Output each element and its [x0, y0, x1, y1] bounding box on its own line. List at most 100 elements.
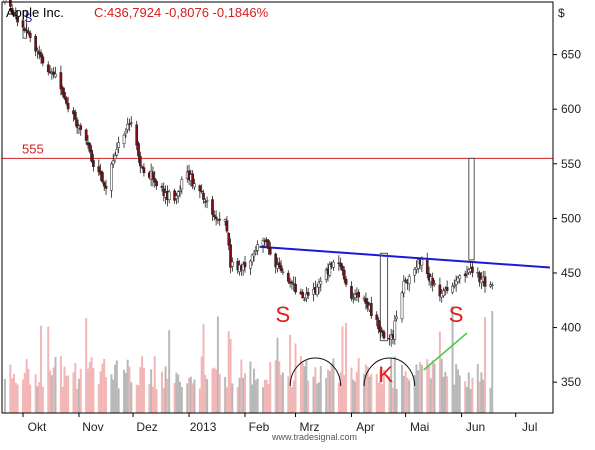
- pattern-label: K: [378, 362, 393, 387]
- candle-body: [142, 167, 146, 173]
- y-tick-label: 450: [561, 266, 581, 280]
- candle-body: [286, 272, 290, 282]
- candle-body: [357, 291, 361, 298]
- candle-body: [420, 259, 424, 266]
- y-tick-label: 550: [561, 157, 581, 171]
- candle-body: [79, 125, 83, 130]
- y-tick-label: 350: [561, 375, 581, 389]
- x-tick-label: Nov: [82, 420, 103, 434]
- candle-body: [84, 129, 88, 141]
- x-tick-label: Mrz: [300, 420, 320, 434]
- candle-body: [267, 240, 270, 249]
- candle-body: [203, 201, 207, 203]
- candle-body: [490, 284, 494, 286]
- candle-body: [110, 163, 113, 191]
- candle-body: [16, 16, 19, 23]
- candle-body: [191, 173, 195, 187]
- candle-body: [315, 286, 319, 296]
- candle-body: [279, 265, 283, 272]
- neckline: [259, 245, 551, 269]
- candle-body: [404, 279, 407, 282]
- candles-layer: [3, 0, 494, 347]
- candle-body: [34, 35, 37, 52]
- y-axis-unit: $: [558, 6, 565, 20]
- candle-body: [393, 320, 397, 340]
- candle-body: [160, 186, 164, 188]
- annotations-layer: S S K S: [24, 11, 468, 387]
- candle-body: [377, 319, 380, 330]
- candle-body: [249, 260, 252, 269]
- resistance-label: 555: [22, 141, 44, 156]
- candle-body: [413, 269, 416, 276]
- candle-body: [478, 272, 481, 283]
- x-tick-label: Apr: [356, 420, 375, 434]
- candle-body: [64, 97, 68, 104]
- candle-body: [277, 262, 281, 268]
- candle-body: [128, 123, 131, 125]
- x-tick-label: Okt: [28, 420, 47, 434]
- candle-body: [88, 143, 92, 152]
- candle-body: [75, 119, 79, 128]
- candle-body: [25, 29, 28, 32]
- candle-body: [200, 190, 204, 193]
- candle-body: [328, 264, 332, 276]
- candle-body: [268, 247, 272, 255]
- candle-body: [274, 253, 278, 268]
- plot-frame: [1, 1, 554, 414]
- candle-body: [456, 277, 460, 283]
- candle-body: [113, 155, 117, 159]
- candle-body: [225, 220, 229, 232]
- candle-body: [344, 278, 348, 285]
- y-tick-label: 650: [561, 48, 581, 62]
- candle-body: [153, 178, 157, 183]
- candle-body: [445, 287, 449, 291]
- candle-body: [454, 279, 458, 285]
- candle-body: [395, 316, 398, 320]
- candle-body: [402, 281, 406, 294]
- candle-body: [342, 270, 346, 280]
- candle-body: [378, 326, 382, 333]
- candle-body: [214, 216, 218, 219]
- candle-body: [90, 149, 93, 162]
- candle-body: [198, 185, 202, 192]
- candle-body: [180, 179, 184, 190]
- candle-body: [129, 122, 133, 124]
- candle-body: [46, 64, 50, 73]
- candle-body: [137, 143, 140, 157]
- x-tick-label: Feb: [249, 420, 270, 434]
- candle-body: [151, 172, 155, 180]
- candle-body: [243, 262, 247, 268]
- candle-body: [41, 56, 45, 64]
- candle-body: [73, 111, 77, 120]
- candle-body: [364, 298, 368, 304]
- candle-body: [126, 124, 130, 130]
- candle-body: [21, 20, 25, 28]
- x-tick-label: Dez: [136, 420, 157, 434]
- candle-body: [341, 265, 344, 271]
- y-tick-label: 400: [561, 321, 581, 335]
- candle-body: [122, 134, 126, 145]
- candle-body: [433, 283, 436, 286]
- candle-body: [451, 286, 454, 293]
- candle-body: [12, 12, 16, 15]
- x-tick-label: Jun: [466, 420, 485, 434]
- candle-body: [465, 273, 469, 275]
- candle-body: [324, 269, 328, 280]
- candle-body: [138, 155, 142, 167]
- candle-body: [218, 219, 222, 221]
- candle-body: [227, 233, 231, 246]
- candle-body: [193, 183, 196, 188]
- candle-body: [223, 219, 227, 222]
- candle-body: [104, 185, 108, 189]
- candle-body: [303, 299, 306, 301]
- credit-text: www.tradesignal.com: [271, 432, 357, 442]
- candle-body: [252, 253, 256, 257]
- candle-body: [117, 142, 121, 148]
- x-tick-label: 2013: [190, 420, 217, 434]
- pattern-label: S: [276, 302, 291, 327]
- candle-body: [97, 166, 101, 173]
- candle-body: [407, 276, 411, 285]
- candle-body: [431, 278, 435, 286]
- candle-body: [250, 254, 254, 263]
